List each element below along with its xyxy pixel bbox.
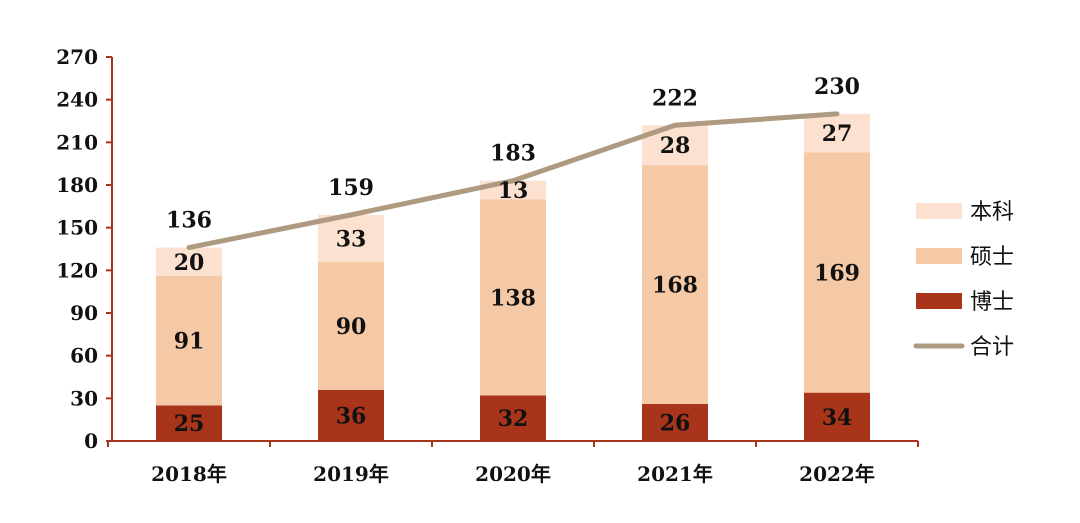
segment-value-label: 169 [814, 260, 860, 286]
bar-segment [804, 392, 870, 441]
segment-value-label: 34 [822, 405, 853, 431]
total-value-label: 136 [166, 208, 212, 234]
total-value-label: 183 [490, 141, 536, 167]
segment-value-label: 25 [174, 411, 205, 437]
segment-value-label: 168 [652, 273, 698, 299]
legend-swatch [916, 293, 962, 309]
x-tick-label: 2020年 [475, 462, 551, 486]
data-labels: 25 91 20 36 90 33 32 138 13 26 168 28 34 169 27 136 159 1… [166, 74, 860, 437]
segment-value-label: 20 [174, 250, 205, 276]
segment-value-label: 32 [498, 406, 529, 432]
legend-label: 硕士 [970, 245, 1014, 270]
segment-value-label: 26 [660, 411, 691, 437]
legend-label: 本科 [970, 200, 1014, 225]
y-tick-label: 30 [70, 386, 98, 410]
bar-segment [480, 395, 546, 441]
x-tick-label: 2022年 [799, 462, 875, 486]
bar-segment [318, 214, 384, 262]
total-value-label: 159 [328, 175, 374, 201]
total-line-layer [186, 111, 840, 251]
y-tick-label: 180 [56, 173, 98, 197]
y-tick-label: 210 [56, 130, 98, 154]
y-tick-label: 90 [70, 301, 98, 325]
x-tick-label: 2019年 [313, 462, 389, 486]
bar-segment [318, 261, 384, 390]
total-value-label: 230 [814, 74, 860, 100]
bar-segment [156, 276, 222, 406]
y-tick-label: 150 [56, 216, 98, 240]
legend-label: 合计 [970, 335, 1014, 360]
segment-value-label: 91 [174, 329, 205, 355]
x-tick-label: 2021年 [637, 462, 713, 486]
legend-swatch [916, 248, 962, 264]
y-tick-label: 120 [56, 258, 98, 282]
total-value-label: 222 [652, 85, 698, 111]
legend-swatch [916, 203, 962, 219]
y-tick-label: 270 [56, 45, 98, 69]
bar-segment [804, 113, 870, 153]
segment-value-label: 13 [498, 178, 529, 204]
segment-value-label: 138 [490, 285, 536, 311]
y-tick-label: 240 [56, 88, 98, 112]
bar-segment [642, 165, 708, 405]
segment-value-label: 36 [336, 403, 367, 429]
x-tick-label: 2018年 [151, 462, 227, 486]
legend-label: 博士 [970, 290, 1014, 315]
bar-segment [318, 389, 384, 441]
bar-segment [156, 405, 222, 441]
bar-segment [804, 152, 870, 393]
segment-value-label: 28 [660, 133, 691, 159]
bars-layer [156, 113, 870, 441]
segment-value-label: 27 [822, 121, 853, 147]
total-line [186, 111, 840, 251]
segment-value-label: 90 [336, 314, 367, 340]
y-tick-label: 60 [70, 344, 98, 368]
bar-segment [642, 404, 708, 441]
segment-value-label: 33 [336, 226, 367, 252]
y-tick-label: 0 [84, 429, 98, 453]
bar-segment [480, 199, 546, 396]
axes: 0 30 60 90 120 150 180 210 240 270 2018年 2019年 2020年… [56, 45, 919, 486]
bar-segment [156, 247, 222, 277]
